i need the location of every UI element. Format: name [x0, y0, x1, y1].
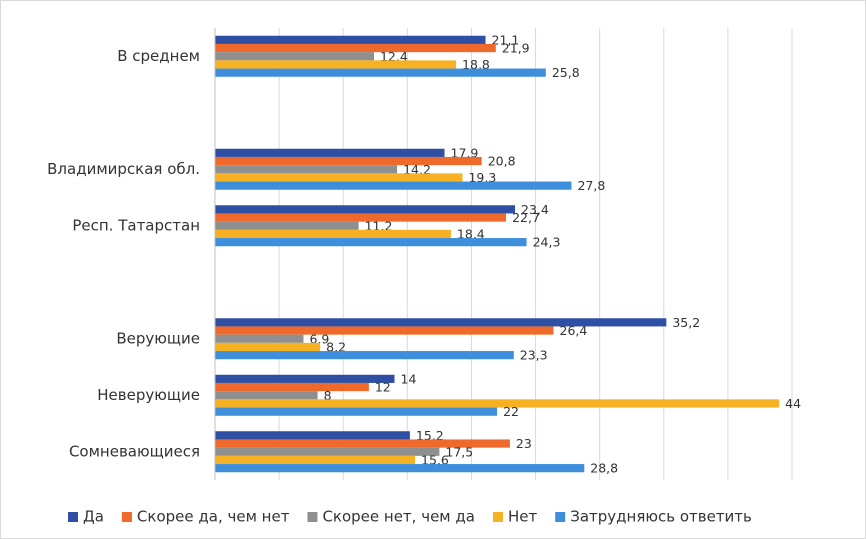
- bar: [215, 382, 369, 392]
- value-label: 17,9: [451, 145, 479, 160]
- bar: [215, 43, 496, 53]
- value-label: 23,3: [520, 348, 548, 363]
- legend-swatch: [121, 512, 132, 522]
- bar: [215, 464, 585, 473]
- value-label: 27,8: [577, 178, 605, 193]
- bar: [215, 213, 507, 222]
- value-label: 18,4: [457, 226, 485, 241]
- legend-label: Скорее да, чем нет: [137, 508, 290, 526]
- bar: [215, 165, 398, 174]
- legend-label: Затрудняюсь ответить: [570, 508, 752, 526]
- value-label: 17,5: [445, 444, 473, 459]
- bar: [215, 326, 554, 335]
- bar: [215, 68, 546, 77]
- category-label: Неверующие: [97, 386, 200, 404]
- value-label: 28,8: [590, 461, 618, 476]
- value-label: 15,2: [416, 428, 444, 443]
- value-label: 25,8: [552, 65, 580, 80]
- legend-label: Нет: [508, 508, 538, 526]
- bar: [215, 173, 463, 182]
- value-label: 6,9: [309, 331, 329, 346]
- bar: [215, 205, 516, 214]
- legend-label: Скорее нет, чем да: [322, 508, 475, 526]
- bar: [215, 52, 374, 61]
- bar: [215, 318, 667, 327]
- bar: [215, 181, 572, 190]
- bar: [215, 238, 527, 247]
- legend-swatch: [555, 512, 566, 522]
- bar: [215, 455, 416, 465]
- value-label: 26,4: [560, 323, 588, 338]
- value-label: 12: [375, 380, 391, 395]
- value-label: 24,3: [533, 235, 561, 250]
- bar: [215, 391, 318, 400]
- value-label: 21,1: [492, 32, 520, 47]
- bar: [215, 229, 451, 239]
- value-label: 35,2: [672, 315, 700, 330]
- value-label: 20,8: [488, 154, 516, 169]
- bar: [215, 334, 304, 343]
- value-label: 23,4: [521, 202, 549, 217]
- value-label: 44: [785, 396, 801, 411]
- value-label: 8,2: [326, 339, 346, 354]
- bar: [215, 447, 440, 456]
- bar: [215, 374, 395, 383]
- bar: [215, 221, 359, 230]
- category-label: В среднем: [117, 47, 200, 65]
- bar: [215, 342, 321, 352]
- bar: [215, 60, 457, 69]
- legend-label: Да: [83, 508, 104, 526]
- value-label: 14,2: [403, 162, 431, 177]
- category-label: Респ. Татарстан: [72, 216, 200, 234]
- bar: [215, 351, 514, 360]
- value-label: 12,4: [380, 49, 408, 64]
- value-label: 18,8: [462, 57, 490, 72]
- value-label: 11,2: [365, 218, 393, 233]
- value-label: 21,9: [502, 41, 530, 56]
- bar: [215, 407, 498, 416]
- legend-swatch: [307, 512, 318, 522]
- bar: [215, 156, 482, 166]
- category-label: Верующие: [116, 329, 200, 347]
- value-label: 22: [503, 404, 519, 419]
- bar: [215, 431, 410, 440]
- value-label: 22,7: [512, 210, 540, 225]
- value-label: 19,3: [468, 170, 496, 185]
- value-label: 14: [401, 371, 417, 386]
- category-label: Владимирская обл.: [47, 160, 200, 178]
- category-label: Сомневающиеся: [69, 442, 200, 460]
- bar: [215, 399, 780, 408]
- legend-swatch: [68, 512, 78, 522]
- legend-swatch: [492, 512, 503, 522]
- value-label: 8: [324, 388, 332, 403]
- value-label: 23: [516, 436, 532, 451]
- bar: [215, 439, 510, 448]
- bar: [215, 35, 486, 44]
- value-label: 15,6: [421, 452, 449, 467]
- bar: [215, 148, 445, 157]
